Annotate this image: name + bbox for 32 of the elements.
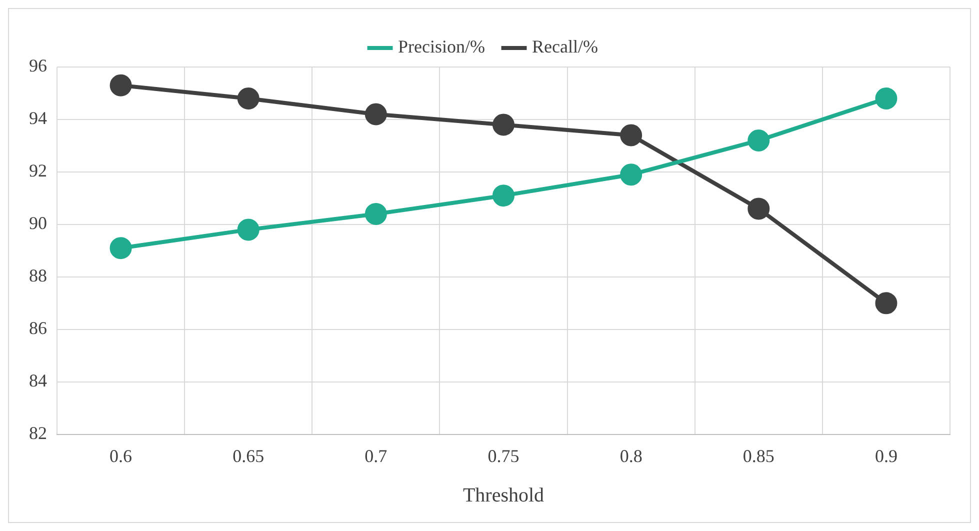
- x-tick-label: 0.9: [874, 446, 898, 466]
- y-tick-label: 88: [29, 266, 47, 286]
- y-tick-label: 82: [29, 423, 47, 444]
- point: [364, 103, 387, 126]
- y-tick-label: 84: [29, 370, 47, 391]
- y-tick-label: 94: [29, 108, 47, 128]
- point: [875, 87, 898, 110]
- point: [237, 87, 260, 110]
- point: [110, 74, 132, 96]
- point: [237, 218, 260, 241]
- x-tick-label: 0.65: [232, 446, 264, 466]
- point: [875, 292, 898, 314]
- x-axis-title: Threshold: [462, 484, 544, 506]
- x-tick-label: 0.7: [364, 446, 388, 466]
- point: [620, 164, 642, 186]
- point: [110, 237, 132, 260]
- y-tick-label: 90: [29, 213, 47, 234]
- y-tick-label: 86: [29, 318, 47, 338]
- legend-label: Precision/%: [398, 36, 486, 57]
- x-tick-label: 0.85: [742, 446, 774, 466]
- point: [748, 198, 770, 220]
- x-tick-label: 0.8: [620, 446, 642, 466]
- y-tick-label: 96: [29, 56, 47, 76]
- point: [364, 202, 387, 225]
- legend-label: Recall/%: [532, 36, 598, 57]
- x-tick-label: 0.75: [488, 446, 520, 466]
- point: [748, 129, 770, 152]
- y-tick-label: 92: [29, 160, 47, 181]
- point: [492, 184, 514, 207]
- point: [620, 124, 642, 146]
- x-tick-label: 0.6: [110, 446, 132, 466]
- point: [492, 114, 514, 136]
